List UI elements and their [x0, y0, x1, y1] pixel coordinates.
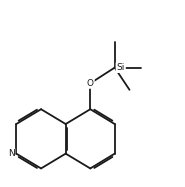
- Text: Si: Si: [117, 63, 125, 72]
- Text: N: N: [8, 149, 14, 158]
- Text: O: O: [87, 79, 94, 88]
